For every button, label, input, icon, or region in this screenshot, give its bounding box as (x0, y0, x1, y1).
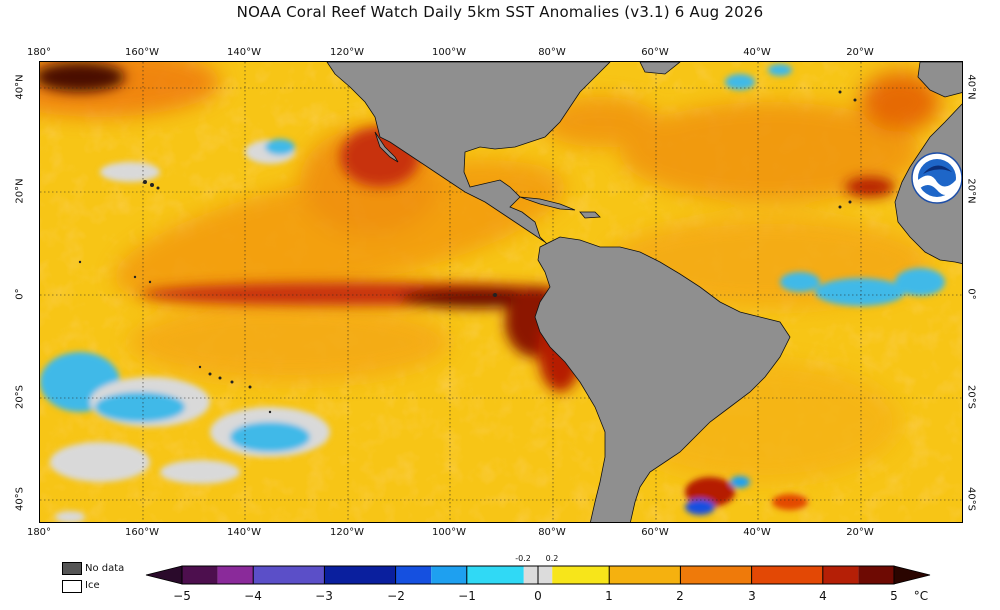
cold-anomaly-patches (40, 64, 945, 522)
colorbar-min-arrow (145, 565, 183, 585)
colorbar-segment (466, 566, 524, 584)
lat-label-right: 20°S (965, 384, 977, 410)
lat-label-left: 0° (14, 288, 26, 300)
colorbar-tick-label: 2 (676, 589, 684, 603)
lon-label-top: 120°W (330, 47, 364, 58)
colorbar-segment (324, 566, 396, 584)
colorbar-tick-label: −1 (458, 589, 476, 603)
lon-label-bottom: 60°W (641, 527, 669, 538)
colorbar-segment (253, 566, 325, 584)
north-america (326, 62, 611, 248)
lon-label-bottom: 140°W (227, 527, 261, 538)
lat-label-left: 20°N (14, 178, 26, 204)
colorbar-max-arrow (893, 565, 931, 585)
colorbar-tick-label: −5 (173, 589, 191, 603)
baja-california (374, 131, 399, 163)
hispaniola (579, 211, 601, 219)
lon-label-bottom: 160°W (125, 527, 159, 538)
land-masses (326, 62, 962, 522)
lat-label-right: 0° (965, 288, 977, 300)
lon-label-bottom: 100°W (432, 527, 466, 538)
brazil-malvinas-confluence (685, 476, 808, 515)
colorbar-tick-label: 3 (748, 589, 756, 603)
map-canvas (40, 62, 962, 522)
colorbar-tick-label: 0 (534, 589, 542, 603)
lon-label-bottom: 20°W (846, 527, 874, 538)
ice-swatch (62, 580, 82, 593)
lon-label-top: 180° (26, 47, 52, 58)
sst-anomaly-map[interactable] (39, 61, 963, 523)
colorbar-segment (395, 566, 432, 584)
colorbar-segment (182, 566, 218, 584)
ice-label: Ice (85, 580, 100, 591)
colorbar-segment (217, 566, 254, 584)
colorbar-segment (822, 566, 859, 584)
lon-label-top: 140°W (227, 47, 261, 58)
lon-label-bottom: 80°W (538, 527, 566, 538)
lon-label-top: 20°W (846, 47, 874, 58)
colorbar-tick-label: −4 (244, 589, 262, 603)
lat-label-right: 20°N (965, 178, 977, 204)
lon-label-top: 40°W (743, 47, 771, 58)
lon-label-top: 160°W (125, 47, 159, 58)
colorbar-segment (431, 566, 467, 584)
colorbar-tick-label: −2 (387, 589, 405, 603)
lat-label-left: 20°S (14, 384, 26, 410)
iberia (917, 62, 962, 98)
lon-label-top: 100°W (432, 47, 466, 58)
colorbar-unit: °C (913, 589, 929, 603)
colorbar-small-label: -0.2 (515, 554, 531, 563)
lon-label-top: 60°W (641, 47, 669, 58)
lon-label-bottom: 180° (26, 527, 52, 538)
colorbar-segment (858, 566, 894, 584)
lat-label-right: 40°S (965, 486, 977, 512)
lat-label-left: 40°N (14, 74, 26, 100)
nodata-label: No data (85, 563, 125, 574)
colorbar: -0.2 0.2 −5 −4 −3 −2 −1 0 1 2 3 4 5 °C (0, 545, 1000, 610)
nodata-swatch (62, 562, 82, 575)
colorbar-segment (552, 566, 610, 584)
colorbar-segment (680, 566, 752, 584)
cuba (519, 196, 576, 211)
greenland (639, 62, 681, 75)
colorbar-segment (751, 566, 823, 584)
colorbar-graphic (145, 565, 931, 585)
colorbar-tick-label: 4 (819, 589, 827, 603)
islands (78, 90, 857, 414)
colorbar-tick-label: 5 (890, 589, 898, 603)
lon-label-bottom: 40°W (743, 527, 771, 538)
lon-label-top: 80°W (538, 47, 566, 58)
colorbar-tick-label: 1 (605, 589, 613, 603)
colorbar-tick-label: −3 (315, 589, 333, 603)
colorbar-segment (609, 566, 681, 584)
colorbar-small-label: 0.2 (545, 554, 559, 563)
map-title: NOAA Coral Reef Watch Daily 5km SST Anom… (236, 3, 764, 21)
lat-label-right: 40°N (965, 74, 977, 100)
south-america (534, 236, 791, 522)
noaa-logo (911, 152, 962, 204)
lon-label-bottom: 120°W (330, 527, 364, 538)
lat-label-left: 40°S (14, 486, 26, 512)
